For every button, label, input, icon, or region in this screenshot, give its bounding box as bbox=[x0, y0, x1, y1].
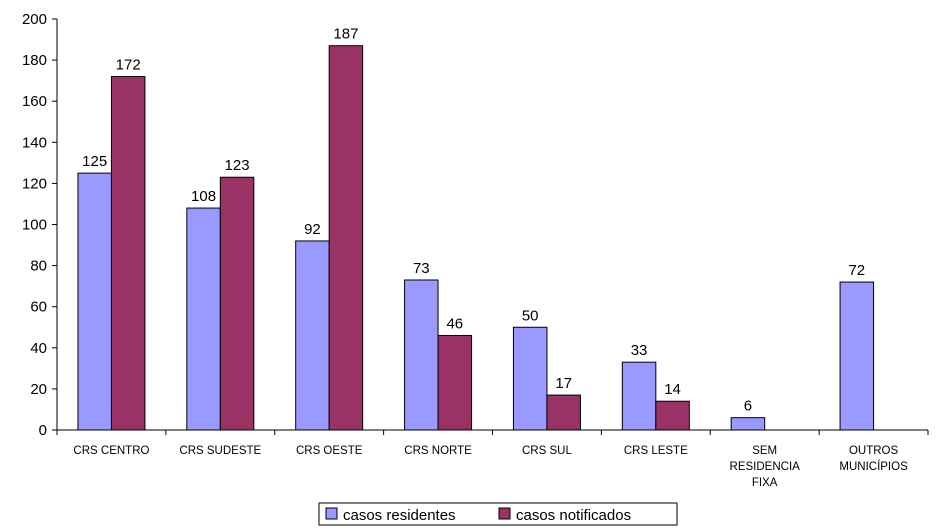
data-label: 73 bbox=[413, 260, 430, 277]
x-category-label-line: MUNICÍPIOS bbox=[839, 460, 908, 473]
y-tick-label: 80 bbox=[30, 258, 47, 275]
legend-label: casos residentes bbox=[343, 507, 456, 524]
x-category-label: CRS SUDESTE bbox=[179, 445, 261, 457]
bar-casos-residentes bbox=[295, 240, 330, 431]
x-category-label: CRS OESTE bbox=[296, 445, 363, 457]
bar-casos-residentes bbox=[77, 172, 112, 431]
bar-casos-notificados bbox=[655, 400, 690, 431]
data-label: 187 bbox=[333, 26, 358, 43]
x-category-label-line: CRS SUDESTE bbox=[179, 445, 261, 457]
x-category-label-line: SEM bbox=[752, 445, 777, 457]
x-category-label-line: CRS LESTE bbox=[624, 445, 688, 457]
y-tick-label: 200 bbox=[22, 11, 47, 28]
x-category-label-line: OUTROS bbox=[849, 445, 899, 457]
chart-axes: 0 20 40 60 80 100 120 140 160 180 200 bbox=[22, 11, 929, 439]
x-category-label-line: CRS SUL bbox=[522, 445, 572, 457]
bar-casos-notificados bbox=[110, 76, 146, 431]
y-tick-label: 0 bbox=[39, 422, 47, 439]
x-category-label-line: RESIDENCIA bbox=[730, 461, 801, 473]
y-tick-label: 60 bbox=[30, 299, 47, 316]
bar-casos-residentes bbox=[512, 326, 548, 431]
data-label: 92 bbox=[304, 221, 321, 238]
data-label: 123 bbox=[225, 157, 250, 174]
y-tick-label: 100 bbox=[22, 217, 47, 234]
bar-casos-notificados bbox=[437, 334, 473, 431]
data-label: 33 bbox=[631, 342, 648, 359]
bar-casos-residentes bbox=[839, 281, 875, 431]
x-category-label-line: CRS NORTE bbox=[404, 445, 472, 457]
chart-data-labels: 125 172 108 123 92 187 73 46 50 17 33 14 6 72 bbox=[82, 26, 865, 415]
x-category-label: SEM RESIDENCIA FIXA bbox=[730, 445, 801, 489]
bar-casos-residentes bbox=[404, 279, 439, 431]
chart-bars bbox=[77, 45, 875, 431]
legend-label: casos notificados bbox=[516, 507, 631, 524]
bar-casos-notificados bbox=[219, 176, 255, 431]
bar-casos-residentes bbox=[730, 417, 766, 431]
bar-casos-notificados bbox=[328, 45, 364, 431]
bar-casos-residentes bbox=[186, 207, 221, 431]
data-label: 14 bbox=[664, 381, 681, 398]
y-tick-label: 160 bbox=[22, 93, 47, 110]
data-label: 46 bbox=[446, 315, 463, 332]
legend-box bbox=[318, 502, 678, 526]
x-category-label: CRS CENTRO bbox=[73, 445, 149, 457]
y-tick-label: 40 bbox=[30, 340, 47, 357]
x-category-label: OUTROS MUNICÍPIOS bbox=[839, 445, 908, 473]
x-category-label-line: FIXA bbox=[752, 477, 778, 489]
y-tick-label: 180 bbox=[22, 52, 47, 69]
y-tick-label: 140 bbox=[22, 134, 47, 151]
y-tick-label: 120 bbox=[22, 175, 47, 192]
bar-casos-residentes bbox=[621, 361, 657, 431]
x-category-label-line: CRS CENTRO bbox=[73, 445, 149, 457]
legend-swatch bbox=[325, 507, 338, 520]
legend-swatch bbox=[498, 507, 511, 520]
x-category-label: CRS NORTE bbox=[404, 445, 472, 457]
data-label: 17 bbox=[555, 375, 572, 392]
x-category-label: CRS LESTE bbox=[624, 445, 688, 457]
x-category-label-line: CRS OESTE bbox=[296, 445, 363, 457]
data-label: 172 bbox=[116, 57, 141, 74]
y-tick-label: 20 bbox=[30, 381, 47, 398]
data-label: 125 bbox=[82, 153, 107, 170]
x-category-label: CRS SUL bbox=[522, 445, 572, 457]
data-label: 108 bbox=[191, 188, 216, 205]
bar-casos-notificados bbox=[546, 394, 581, 431]
data-label: 72 bbox=[848, 262, 865, 279]
chart-legend: casos residentes casos notificados bbox=[318, 502, 678, 526]
data-label: 50 bbox=[522, 307, 539, 324]
data-label: 6 bbox=[744, 398, 752, 415]
chart-category-labels: CRS CENTRO CRS SUDESTE CRS OESTE CRS NORTE C… bbox=[73, 445, 908, 489]
